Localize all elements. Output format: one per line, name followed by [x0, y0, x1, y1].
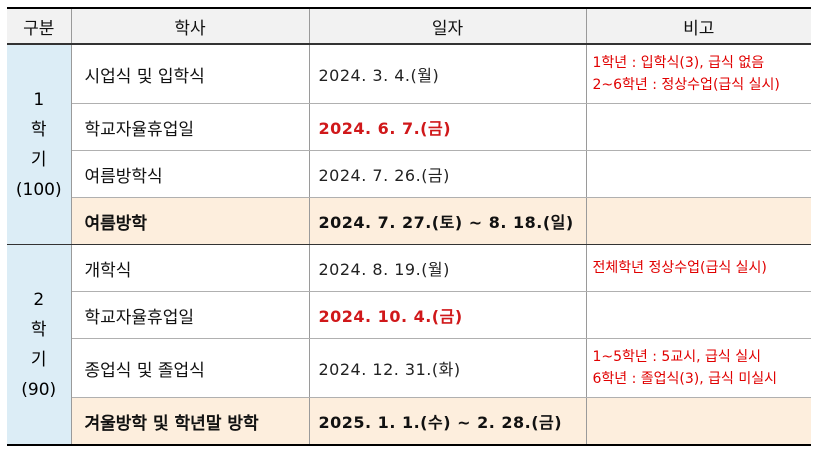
- event-cell: 종업식 및 졸업식: [70, 338, 310, 398]
- header-semester: 구분: [7, 7, 72, 45]
- semester-gi: 기: [30, 149, 47, 170]
- event-cell: 개학식: [70, 244, 310, 292]
- event-cell: 겨울방학 및 학년말 방학: [70, 397, 310, 446]
- note-cell: 1~5학년 : 5교시, 급식 실시 6학년 : 졸업식(3), 급식 미실시: [585, 338, 811, 398]
- note-cell: [585, 291, 811, 339]
- note-cell: 1학년 : 입학식(3), 급식 없음 2~6학년 : 정상수업(급식 실시): [585, 44, 811, 104]
- date-cell: 2024. 12. 31.(화): [308, 338, 587, 398]
- note-line: 2~6학년 : 정상수업(급식 실시): [592, 77, 780, 93]
- semester-days: (100): [15, 179, 62, 200]
- date-cell: 2025. 1. 1.(수) ~ 2. 28.(금): [308, 397, 587, 446]
- header-row: 구분 학사 일자 비고: [7, 7, 811, 45]
- table-row: 2 학 기 (90) 개학식 2024. 8. 19.(월) 전체학년 정상수업…: [7, 244, 811, 446]
- schedule-table-container: 구분 학사 일자 비고 1 학 기 (100) 시업식 및 입학식 2024. …: [7, 7, 811, 446]
- date-cell: 2024. 3. 4.(월): [308, 44, 587, 104]
- table-row: 학교자율휴업일 2024. 6. 7.(금): [7, 103, 811, 151]
- date-cell: 2024. 8. 19.(월): [308, 244, 587, 292]
- event-cell: 여름방학: [70, 197, 310, 245]
- semester-hak: 학: [30, 119, 47, 140]
- semester-days: (90): [21, 379, 57, 400]
- event-cell: 여름방학식: [70, 150, 310, 198]
- header-event: 학사: [70, 7, 310, 45]
- event-cell: 학교자율휴업일: [70, 103, 310, 151]
- table-row: 겨울방학 및 학년말 방학 2025. 1. 1.(수) ~ 2. 28.(금): [7, 397, 811, 446]
- semester-1-cell: 1 학 기 (100): [7, 44, 72, 245]
- header-note: 비고: [585, 7, 811, 45]
- table-row: 여름방학식 2024. 7. 26.(금): [7, 150, 811, 198]
- date-cell: 2024. 10. 4.(금): [308, 291, 587, 339]
- event-cell: 학교자율휴업일: [70, 291, 310, 339]
- date-cell: 2024. 7. 26.(금): [308, 150, 587, 198]
- note-cell: [585, 197, 811, 245]
- semester-gi: 기: [30, 349, 47, 370]
- semester-2-cell: 2 학 기 (90): [7, 244, 72, 446]
- note-cell: [585, 150, 811, 198]
- note-line: 1학년 : 입학식(3), 급식 없음: [592, 55, 765, 71]
- table-row: 학교자율휴업일 2024. 10. 4.(금): [7, 291, 811, 339]
- note-line: 6학년 : 졸업식(3), 급식 미실시: [592, 371, 778, 387]
- note-cell: 전체학년 정상수업(급식 실시): [585, 244, 811, 292]
- academic-schedule-table: 구분 학사 일자 비고 1 학 기 (100) 시업식 및 입학식 2024. …: [7, 7, 811, 446]
- semester-number: 2: [33, 289, 45, 310]
- date-cell: 2024. 6. 7.(금): [308, 103, 587, 151]
- event-cell: 시업식 및 입학식: [70, 44, 310, 104]
- note-cell: [585, 103, 811, 151]
- table-row: 여름방학 2024. 7. 27.(토) ~ 8. 18.(일): [7, 197, 811, 245]
- semester-number: 1: [33, 89, 45, 110]
- note-cell: [585, 397, 811, 446]
- note-line: 1~5학년 : 5교시, 급식 실시: [592, 349, 761, 365]
- table-row: 1 학 기 (100) 시업식 및 입학식 2024. 3. 4.(월) 1학년…: [7, 44, 811, 245]
- note-line: 전체학년 정상수업(급식 실시): [592, 260, 767, 276]
- date-cell: 2024. 7. 27.(토) ~ 8. 18.(일): [308, 197, 587, 245]
- table-row: 종업식 및 졸업식 2024. 12. 31.(화) 1~5학년 : 5교시, …: [7, 338, 811, 398]
- header-date: 일자: [308, 7, 587, 45]
- semester-hak: 학: [30, 319, 47, 340]
